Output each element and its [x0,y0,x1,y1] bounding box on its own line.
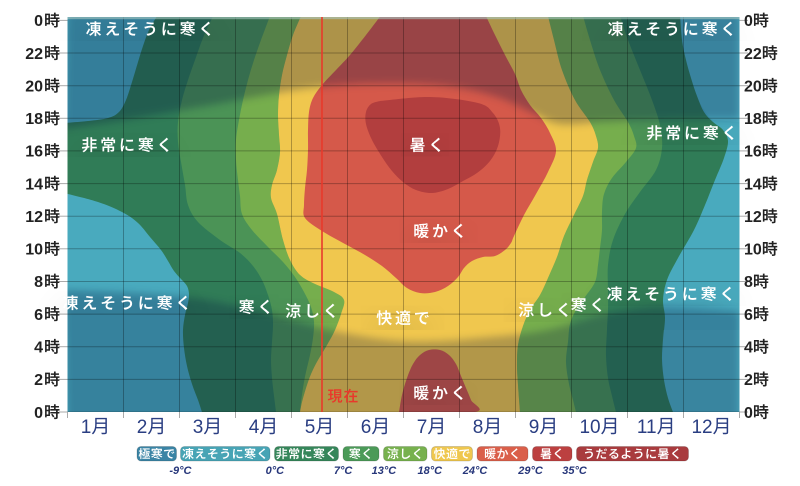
svg-text:8: 8 [473,417,484,438]
svg-text:16: 16 [744,144,762,161]
svg-text:2: 2 [137,417,148,438]
svg-text:24°C: 24°C [462,465,489,477]
svg-text:16: 16 [25,144,43,161]
svg-text:22: 22 [25,46,43,63]
svg-text:22: 22 [744,46,762,63]
svg-text:10: 10 [744,242,762,259]
svg-text:6: 6 [361,417,372,438]
svg-text:20: 20 [25,78,43,95]
svg-text:2: 2 [34,372,43,389]
svg-text:20: 20 [744,78,762,95]
svg-text:10: 10 [579,417,600,438]
svg-text:0: 0 [744,13,753,30]
svg-text:6: 6 [744,307,753,324]
svg-text:12: 12 [691,417,712,438]
svg-text:12: 12 [25,209,43,226]
svg-text:18: 18 [25,111,43,128]
svg-text:18°C: 18°C [418,465,444,477]
svg-text:8: 8 [744,274,753,291]
svg-text:11: 11 [637,417,657,438]
svg-text:3: 3 [193,417,204,438]
svg-text:9: 9 [529,417,540,438]
svg-text:7: 7 [417,417,428,438]
svg-text:8: 8 [34,274,43,291]
svg-text:-9°C: -9°C [169,465,192,477]
svg-text:2: 2 [744,372,753,389]
svg-text:7°C: 7°C [334,465,354,477]
svg-text:10: 10 [25,242,43,259]
svg-text:5: 5 [305,417,316,438]
svg-text:29°C: 29°C [517,465,544,477]
svg-text:6: 6 [34,307,43,324]
svg-text:4: 4 [34,340,43,357]
svg-text:4: 4 [249,417,260,438]
svg-text:14: 14 [744,176,762,193]
svg-text:0: 0 [34,405,43,422]
svg-text:0°C: 0°C [266,465,286,477]
svg-text:18: 18 [744,111,762,128]
svg-text:0: 0 [744,405,753,422]
svg-text:13°C: 13°C [372,465,398,477]
svg-text:0: 0 [34,13,43,30]
svg-text:4: 4 [744,340,753,357]
svg-text:12: 12 [744,209,762,226]
svg-text:1: 1 [81,417,92,438]
svg-text:14: 14 [25,176,43,193]
svg-text:35°C: 35°C [562,465,588,477]
